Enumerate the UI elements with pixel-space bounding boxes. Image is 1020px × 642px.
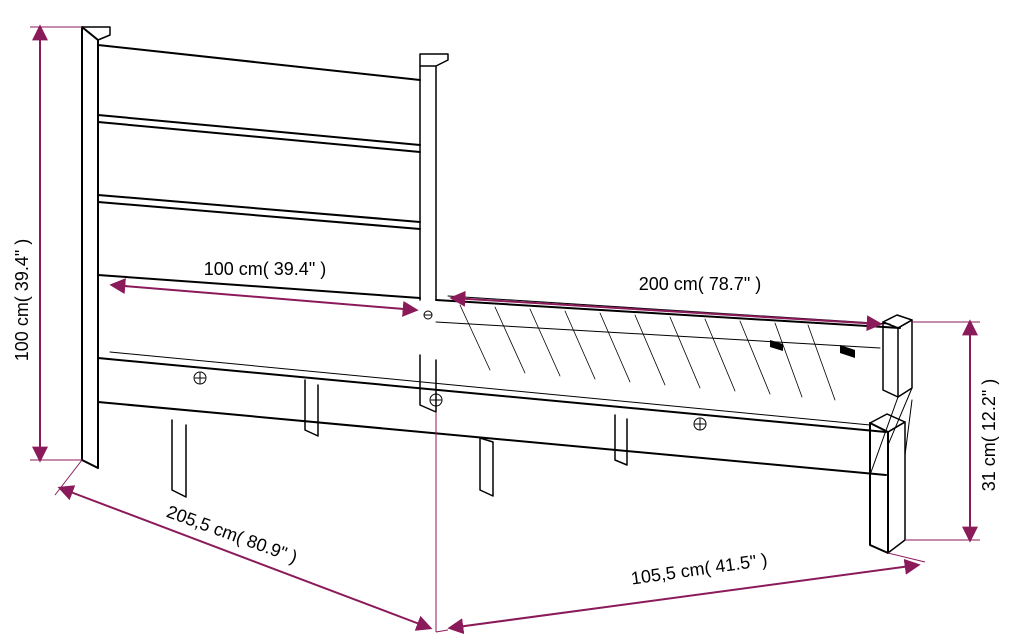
dim-height-total — [30, 27, 82, 460]
label-height-total: 100 cm( 39.4" ) — [12, 239, 32, 361]
label-length-inner: 200 cm( 78.7" ) — [639, 274, 761, 294]
dim-length-total — [55, 412, 436, 632]
dim-height-side — [905, 322, 980, 540]
dim-length-inner — [452, 298, 880, 324]
dim-width-inner — [112, 285, 416, 310]
label-width-total: 105,5 cm( 41.5" ) — [630, 550, 769, 589]
dimension-labels: 100 cm( 39.4" ) 100 cm( 39.4" ) 200 cm( … — [12, 239, 999, 589]
label-width-inner: 100 cm( 39.4" ) — [204, 259, 326, 279]
label-height-side: 31 cm( 12.2" ) — [979, 379, 999, 491]
bed-frame-drawing — [82, 27, 912, 553]
